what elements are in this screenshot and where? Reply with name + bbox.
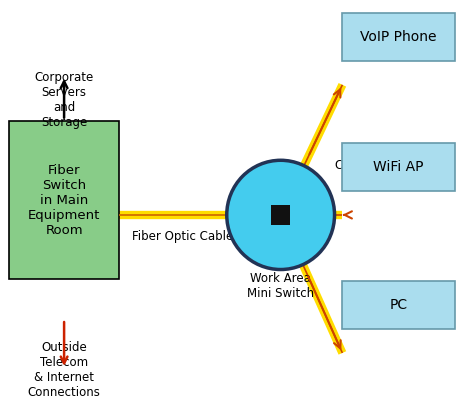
Text: WiFi AP: WiFi AP	[374, 160, 424, 174]
Text: Fiber
Switch
in Main
Equipment
Room: Fiber Switch in Main Equipment Room	[28, 164, 100, 237]
Text: VoIP Phone: VoIP Phone	[360, 30, 437, 44]
FancyBboxPatch shape	[342, 282, 455, 329]
Text: Outside
Telecom
& Internet
Connections: Outside Telecom & Internet Connections	[27, 340, 100, 399]
Text: PC: PC	[390, 298, 408, 312]
FancyBboxPatch shape	[271, 205, 291, 225]
FancyBboxPatch shape	[9, 121, 119, 279]
FancyBboxPatch shape	[342, 13, 455, 61]
Text: Fiber Optic Cable: Fiber Optic Cable	[132, 230, 233, 243]
FancyBboxPatch shape	[342, 144, 455, 191]
Text: Copper Patchcords: Copper Patchcords	[335, 159, 445, 172]
Text: Work Area
Mini Switch: Work Area Mini Switch	[247, 271, 314, 300]
Text: Corporate
Servers
and
Storage: Corporate Servers and Storage	[35, 71, 94, 129]
Circle shape	[227, 160, 335, 269]
